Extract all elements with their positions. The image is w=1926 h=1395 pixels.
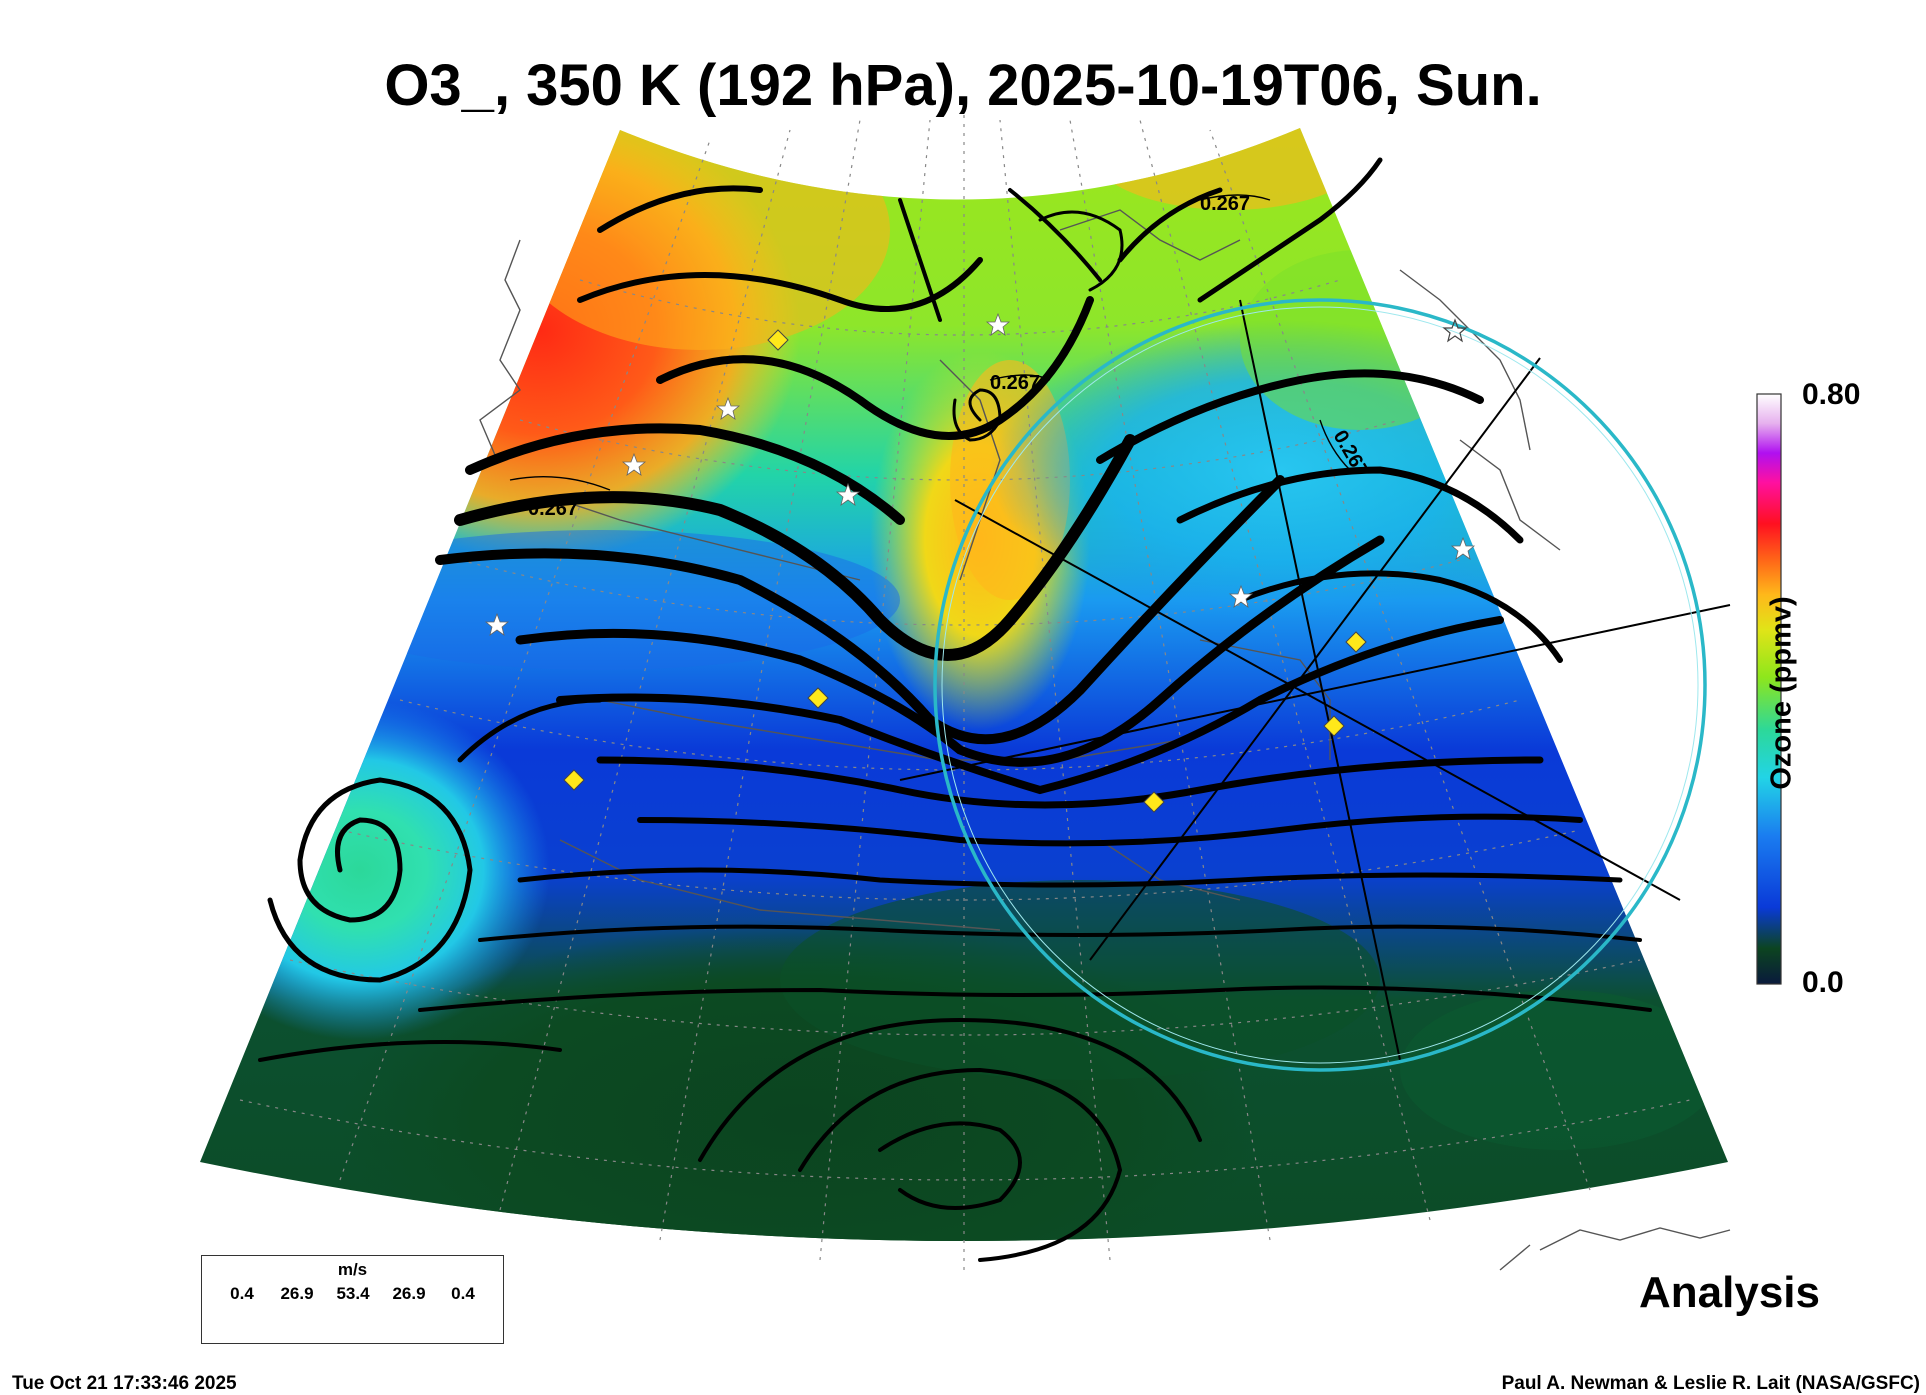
flight-tracks [899,299,1731,1061]
streamlines [258,157,1652,1262]
diamond-marker [767,329,789,351]
contour-label: 0.267 [990,372,1040,394]
station-stars [484,312,1476,636]
star-marker [715,396,741,420]
wind-legend-unit: m/s [337,1260,368,1279]
range-circle [933,298,1707,1072]
star-outline-marker [1442,318,1468,343]
colorbar-min-label: 0.0 [1802,966,1844,999]
star-marker [835,482,861,506]
ozone-contours [509,194,1351,491]
diamond-marker [1323,715,1345,737]
station-diamonds [563,329,1367,813]
ozone-field [200,128,1728,1241]
diamond-marker [1345,631,1367,653]
analysis-label: Analysis [1639,1268,1820,1317]
wind-legend: m/s 0.4 26.9 53.4 26.9 0.4 [201,1255,504,1344]
star-marker [484,612,510,636]
wind-legend-value: 26.9 [280,1284,314,1303]
colorbar-title: Ozone (ppmv) [1765,596,1798,790]
wind-legend-value: 0.4 [451,1284,475,1303]
star-marker [1450,536,1476,560]
star-marker [621,452,647,476]
contour-label: 0.267 [1200,193,1250,215]
diamond-marker [1143,791,1165,813]
range-circle-inner [941,306,1699,1064]
wind-legend-value: 0.4 [230,1284,254,1303]
credit-line: Paul A. Newman & Leslie R. Lait (NASA/GS… [1501,1373,1920,1394]
wind-legend-value: 26.9 [392,1284,426,1303]
diamond-marker [807,687,829,709]
wind-legend-value: 53.4 [336,1284,370,1303]
timestamp: Tue Oct 21 17:33:46 2025 [12,1373,237,1394]
star-marker [985,312,1011,336]
colorbar-max-label: 0.80 [1802,378,1861,411]
colorbar [1756,393,1782,985]
diamond-marker [563,769,585,791]
star-marker [1228,584,1254,608]
contour-label: 0.267 [528,498,578,520]
map-title: O3_, 350 K (192 hPa), 2025-10-19T06, Sun… [384,53,1542,118]
